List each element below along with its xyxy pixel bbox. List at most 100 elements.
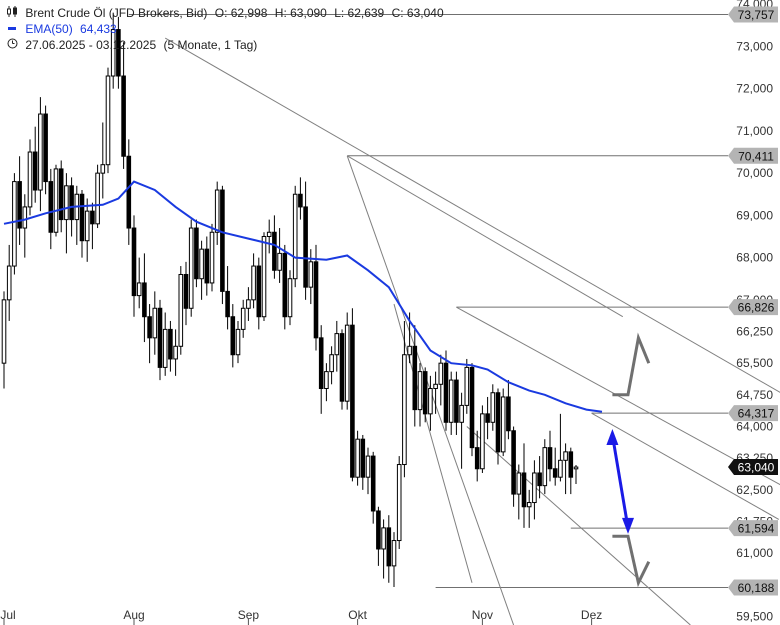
candle-body [568, 451, 574, 478]
candle-body [246, 299, 251, 309]
instrument-title: Brent Crude Öl (JFD Brokers, Bid) [25, 6, 208, 20]
level-price-label-bg [728, 299, 778, 316]
candle-body [469, 366, 475, 449]
time-axis: Jul Aug Sep Okt Nov Dez [0, 608, 602, 625]
candle-body [43, 113, 48, 183]
candle-body [220, 189, 225, 292]
candle-body [272, 231, 277, 271]
candle-body [526, 502, 532, 508]
candle-body [516, 472, 522, 495]
y-tick-label: 62,500 [736, 483, 773, 497]
level-price-label: 61,594 [738, 522, 775, 536]
level-price-label: 66,826 [738, 301, 775, 315]
candle-body [422, 371, 428, 415]
candle-body [474, 447, 480, 470]
x-tick-label: Aug [123, 608, 144, 622]
blue-arrowhead-up [606, 428, 619, 445]
candle-body [69, 185, 74, 221]
x-tick-label: Nov [472, 608, 493, 622]
candle-body [1, 299, 7, 364]
y-tick-label: 73,000 [736, 39, 773, 53]
horizontal-levels [128, 13, 728, 588]
candle-body [324, 371, 329, 390]
candle-body [485, 413, 490, 423]
candle-body [32, 151, 38, 191]
y-tick-label: 71,000 [736, 124, 773, 138]
candle-body [142, 282, 147, 318]
candle-body [396, 464, 402, 542]
header-line-1: Brent Crude Öl (JFD Brokers, Bid) O: 62,… [6, 6, 448, 20]
high-value: H: 63,090 [274, 6, 327, 20]
x-tick-label: Jul [0, 608, 15, 622]
candle-body [292, 193, 298, 280]
candle-body [370, 455, 376, 512]
candle-body [53, 168, 59, 233]
candle-body [563, 451, 568, 461]
candle-body [240, 307, 246, 330]
candle-body [230, 316, 236, 356]
candle-body [214, 189, 220, 233]
candle-body [48, 181, 54, 233]
blue-arrowhead-down [622, 517, 634, 534]
candle-body [6, 265, 12, 301]
candle-body [303, 206, 308, 288]
trendline [393, 303, 473, 583]
date-range: 27.06.2025 - 03.12.2025 [25, 38, 157, 52]
candle-body [459, 404, 464, 423]
candle-body [308, 261, 314, 288]
candle-body [152, 307, 158, 339]
trendline [164, 37, 780, 393]
candle-body [204, 248, 210, 284]
candle-body [329, 354, 334, 373]
ema-line-icon [6, 22, 18, 36]
candle-body [339, 333, 345, 402]
candle-body [506, 396, 511, 432]
candle-body [547, 447, 553, 470]
y-tick-label: 61,000 [736, 546, 773, 560]
candle-body [376, 510, 381, 550]
candle-body [79, 193, 85, 242]
candle-body [355, 438, 360, 478]
y-tick-label: 74,000 [736, 0, 773, 11]
candle-body [168, 328, 173, 360]
trendline [456, 306, 780, 486]
period-info: (5 Monate, 1 Tag) [163, 38, 258, 52]
candle-body [391, 540, 397, 567]
candle-body [84, 210, 90, 242]
level-price-label: 60,188 [738, 581, 775, 595]
level-price-label: 64,317 [738, 407, 775, 421]
y-tick-label: 65,500 [736, 356, 773, 370]
scenario-arrows [606, 332, 651, 588]
candle-body [209, 231, 215, 284]
candle-body [194, 227, 199, 280]
ema-value: 64,433 [80, 22, 117, 36]
candle-body [110, 29, 116, 77]
candle-body [480, 413, 485, 470]
candle-body [318, 337, 324, 390]
candle-body [251, 265, 256, 301]
candle-body [298, 193, 303, 208]
open-value: O: 62,998 [214, 6, 268, 20]
y-tick-label: 68,000 [736, 251, 773, 265]
candle-body [266, 231, 272, 237]
candlesticks [1, 12, 579, 587]
candle-body [521, 472, 527, 508]
close-value: C: 63,040 [391, 6, 444, 20]
candle-body [136, 282, 142, 297]
candle-body [131, 227, 137, 297]
candle-body [490, 392, 496, 423]
candlestick-icon [6, 6, 18, 20]
candle-body [90, 210, 95, 225]
candle-body [402, 354, 407, 466]
trendline [591, 412, 780, 520]
candle-body [412, 345, 418, 411]
candle-body [417, 371, 423, 411]
candle-body [147, 316, 152, 339]
candle-body [95, 172, 100, 225]
trendlines [164, 37, 780, 625]
candle-body [235, 328, 241, 356]
candle-body [360, 438, 366, 478]
candle-body [100, 164, 106, 174]
candle-body [27, 151, 33, 208]
